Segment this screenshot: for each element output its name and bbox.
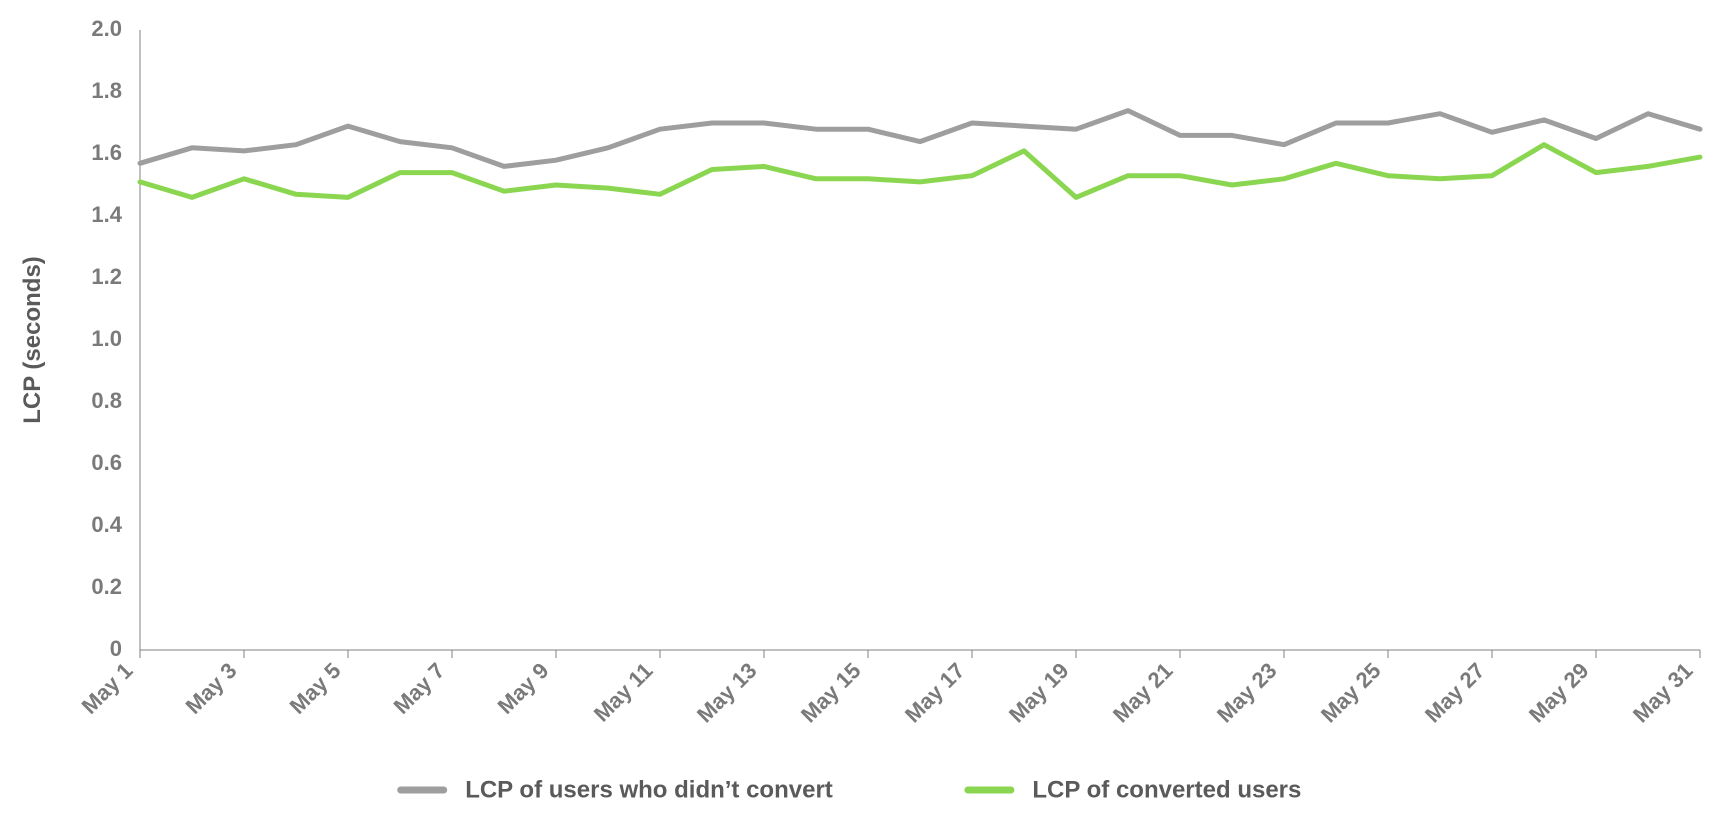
x-tick-label: May 15 bbox=[796, 658, 866, 728]
legend-swatch-converted bbox=[964, 787, 1014, 794]
chart-svg: 0 0.2 0.4 0.6 0.8 1.0 1.2 1.4 1.6 1.8 2.0 LCP (seco… bbox=[0, 0, 1720, 840]
legend-swatch-not_converted bbox=[397, 787, 447, 794]
y-tick-label: 1.4 bbox=[91, 202, 122, 227]
x-tick-label: May 7 bbox=[389, 658, 450, 719]
y-tick-label: 0.2 bbox=[91, 574, 122, 599]
x-tick-label: May 23 bbox=[1212, 658, 1282, 728]
series-line-not_converted bbox=[140, 111, 1700, 167]
x-tick-label: May 31 bbox=[1628, 658, 1698, 728]
x-tick-label: May 19 bbox=[1004, 658, 1074, 728]
y-tick-label: 0.6 bbox=[91, 450, 122, 475]
x-tick-label: May 29 bbox=[1524, 658, 1594, 728]
x-tick-label: May 17 bbox=[900, 658, 970, 728]
y-tick-label: 0.4 bbox=[91, 512, 122, 537]
x-tick-label: May 9 bbox=[493, 658, 554, 719]
x-tick-label: May 25 bbox=[1316, 658, 1386, 728]
y-tick-label: 1.0 bbox=[91, 326, 122, 351]
x-tick-label: May 5 bbox=[285, 658, 346, 719]
y-tick-label: 1.6 bbox=[91, 140, 122, 165]
x-tick-label: May 21 bbox=[1108, 658, 1178, 728]
x-tick-label: May 27 bbox=[1420, 658, 1490, 728]
legend-label-converted: LCP of converted users bbox=[1032, 776, 1301, 803]
y-tick-label: 1.8 bbox=[91, 78, 122, 103]
x-tick-label: May 3 bbox=[181, 658, 242, 719]
y-tick-label: 0.8 bbox=[91, 388, 122, 413]
lcp-line-chart: 0 0.2 0.4 0.6 0.8 1.0 1.2 1.4 1.6 1.8 2.0 LCP (seco… bbox=[0, 0, 1720, 840]
y-axis-title: LCP (seconds) bbox=[19, 256, 46, 424]
legend-label-not_converted: LCP of users who didn’t convert bbox=[465, 776, 833, 803]
series-line-converted bbox=[140, 145, 1700, 198]
y-tick-label: 0 bbox=[110, 636, 122, 661]
x-tick-label: May 11 bbox=[589, 658, 658, 727]
y-tick-label: 1.2 bbox=[91, 264, 122, 289]
x-tick-label: May 1 bbox=[77, 658, 138, 719]
y-tick-label: 2.0 bbox=[91, 16, 122, 41]
x-tick-label: May 13 bbox=[692, 658, 762, 728]
